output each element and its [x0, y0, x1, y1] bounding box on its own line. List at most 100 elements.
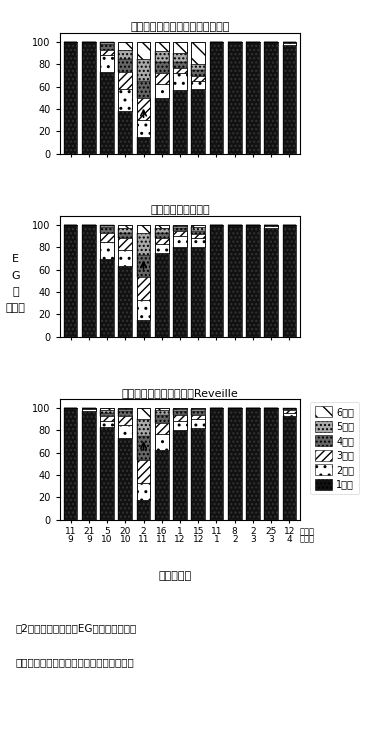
Bar [100, 44, 114, 50]
Bar [82, 408, 96, 520]
Text: 3: 3 [268, 534, 274, 544]
Text: 4: 4 [286, 534, 292, 544]
Bar [283, 411, 296, 413]
Bar [283, 46, 296, 153]
Text: 16: 16 [156, 528, 167, 537]
Text: 3: 3 [250, 534, 256, 544]
Bar [173, 226, 187, 228]
Bar [119, 411, 132, 416]
Title: ペレニアルライグラス：Reveille: ペレニアルライグラス：Reveille [122, 388, 238, 399]
Text: 8: 8 [232, 528, 238, 537]
Text: 10: 10 [101, 534, 113, 544]
Text: 2: 2 [250, 528, 256, 537]
Bar [100, 42, 114, 44]
Text: 12: 12 [192, 534, 204, 544]
Bar [228, 42, 241, 153]
Bar [119, 233, 132, 239]
Bar [64, 42, 77, 153]
Bar [119, 42, 132, 153]
Bar [100, 227, 114, 233]
Bar [246, 225, 260, 337]
Bar [191, 408, 205, 409]
Bar [173, 430, 187, 520]
Bar [137, 225, 151, 233]
Bar [246, 42, 260, 153]
Bar [119, 59, 132, 72]
Bar [191, 415, 205, 419]
Bar [82, 408, 96, 409]
Bar [173, 411, 187, 415]
Bar [155, 42, 169, 153]
Bar [283, 42, 296, 43]
Bar [119, 425, 132, 439]
Bar [209, 42, 223, 153]
Bar [137, 81, 151, 98]
Legend: 6週目, 5週目, 4週目, 3週目, 2週目, 1週目: 6週目, 5週目, 4週目, 3週目, 2週目, 1週目 [310, 402, 359, 495]
Bar [264, 225, 278, 337]
Bar [191, 64, 205, 70]
Bar [191, 231, 205, 234]
Bar [173, 42, 187, 53]
Bar [246, 42, 260, 153]
Bar [228, 408, 241, 520]
Bar [137, 278, 151, 300]
Bar [283, 408, 296, 409]
Bar [191, 225, 205, 337]
Bar [264, 228, 278, 337]
Bar [137, 225, 151, 337]
Bar [173, 228, 187, 231]
Text: （日）: （日） [300, 528, 315, 537]
Bar [228, 225, 241, 337]
Title: チモシー：センボク: チモシー：センボク [150, 206, 210, 215]
Bar [191, 42, 205, 153]
Bar [155, 42, 169, 51]
Bar [137, 255, 151, 278]
Text: 採　取　日: 採 取 日 [159, 571, 192, 581]
Bar [173, 408, 187, 520]
Bar [228, 42, 241, 153]
Bar [173, 42, 187, 153]
Bar [137, 419, 151, 436]
Bar [137, 120, 151, 137]
Bar [264, 408, 278, 520]
Text: 15: 15 [192, 528, 204, 537]
Bar [119, 439, 132, 520]
Bar [137, 137, 151, 153]
Bar [191, 70, 205, 75]
Bar [155, 253, 169, 337]
Bar [119, 42, 132, 50]
Bar [119, 50, 132, 59]
Text: 図2　牧草品種の週別EG割合の季節変化: 図2 牧草品種の週別EG割合の季節変化 [15, 623, 137, 633]
Bar [155, 408, 169, 520]
Bar [100, 427, 114, 520]
Bar [100, 42, 114, 153]
Bar [191, 75, 205, 81]
Bar [155, 422, 169, 434]
Bar [100, 225, 114, 337]
Bar [191, 239, 205, 248]
Bar [209, 225, 223, 337]
Bar [209, 225, 223, 337]
Bar [264, 225, 278, 226]
Bar [155, 233, 169, 239]
Bar [64, 408, 77, 520]
Bar [137, 300, 151, 320]
Bar [155, 434, 169, 450]
Text: 11: 11 [65, 528, 76, 537]
Bar [264, 408, 278, 520]
Bar [264, 42, 278, 153]
Bar [191, 411, 205, 415]
Bar [191, 428, 205, 520]
Bar [228, 225, 241, 337]
Bar [119, 225, 132, 337]
Bar [119, 225, 132, 228]
Bar [119, 250, 132, 266]
Bar [119, 408, 132, 520]
Bar [82, 225, 96, 337]
Bar [137, 320, 151, 337]
Bar [173, 237, 187, 248]
Bar [173, 225, 187, 226]
Bar [209, 408, 223, 520]
Text: 1: 1 [214, 534, 219, 544]
Bar [64, 225, 77, 337]
